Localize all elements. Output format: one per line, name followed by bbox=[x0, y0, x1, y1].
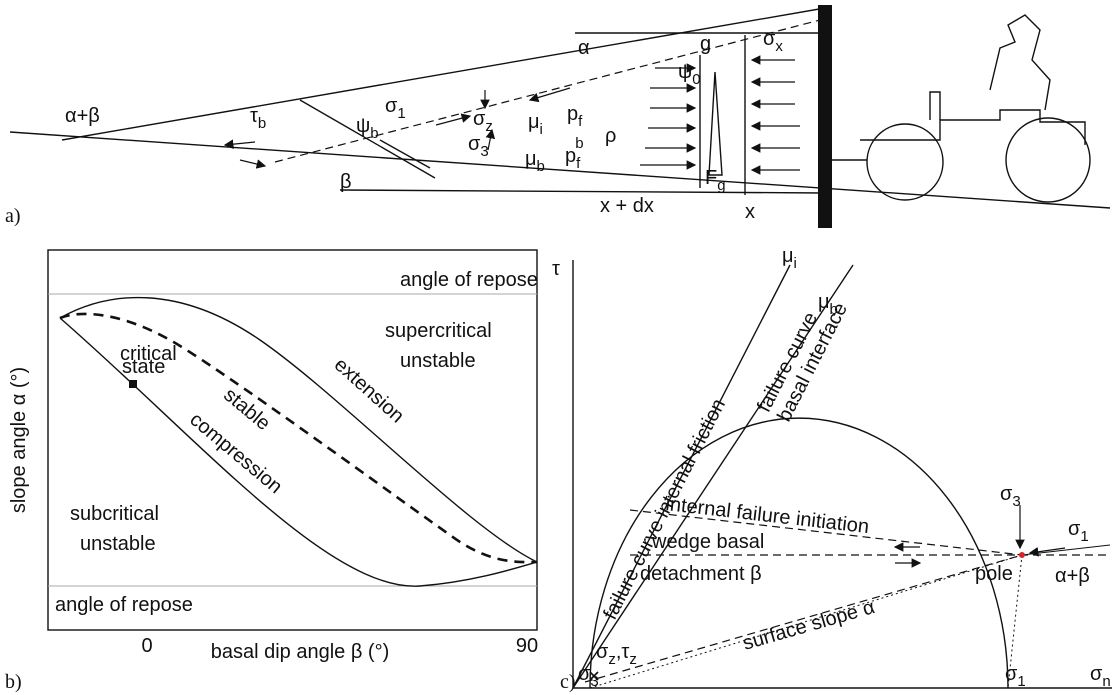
axis-label: τ bbox=[552, 258, 560, 280]
panel-b: b) slope angle α (°) basal dip angle β (… bbox=[5, 250, 538, 693]
base-line bbox=[10, 132, 1110, 208]
property-label: μi bbox=[528, 111, 543, 138]
region-label: angle of repose bbox=[55, 594, 193, 616]
angle-label: α bbox=[578, 37, 590, 59]
stress-label: σx bbox=[763, 28, 783, 55]
angle-label: α+β bbox=[1055, 565, 1090, 587]
plot-frame bbox=[48, 250, 537, 630]
y-axis-label: slope angle α (°) bbox=[8, 367, 30, 513]
property-label: ρ bbox=[605, 125, 616, 147]
point-label: pole bbox=[975, 563, 1013, 585]
stress-label: σ3 bbox=[1000, 483, 1021, 510]
line-label: surface slope α bbox=[740, 596, 877, 655]
stress-label: σz,τz bbox=[596, 641, 637, 668]
backstop bbox=[818, 5, 832, 228]
x-tick-label: 90 bbox=[516, 635, 538, 657]
panel-a: a) α α+β τb ψb β σ1 σz σ3 μi pf μb pfb ρ… bbox=[5, 5, 1110, 228]
point-label: state bbox=[122, 356, 165, 378]
stress-label: σ3 bbox=[468, 133, 489, 160]
angle-label: α+β bbox=[65, 105, 100, 127]
position-label: x bbox=[745, 201, 755, 223]
gravity-label: g bbox=[700, 33, 711, 55]
wedge-top bbox=[62, 8, 825, 140]
panel-label: b) bbox=[5, 671, 22, 693]
figure: a) α α+β τb ψb β σ1 σz σ3 μi pf μb pfb ρ… bbox=[0, 0, 1116, 695]
angle-label: ψ0 bbox=[678, 61, 701, 88]
region-label: unstable bbox=[80, 533, 156, 555]
region-label: compression bbox=[185, 409, 286, 499]
region-label: supercritical bbox=[385, 320, 492, 342]
panel-label: c) bbox=[560, 671, 576, 693]
line-label: detachment β bbox=[640, 563, 762, 585]
weight-wedge bbox=[709, 72, 722, 175]
plane bbox=[300, 100, 435, 178]
property-label: pf bbox=[567, 103, 583, 130]
pole-point bbox=[1019, 552, 1025, 558]
stress-label: σ1 bbox=[1068, 518, 1089, 545]
angle-label: β bbox=[340, 171, 352, 193]
region-label: subcritical bbox=[70, 503, 159, 525]
line-label: μi bbox=[782, 245, 797, 272]
panel-label: a) bbox=[5, 205, 21, 227]
x-axis-label: basal dip angle β (°) bbox=[211, 641, 390, 663]
region-label: angle of repose bbox=[400, 269, 538, 291]
axis-label: σ3 bbox=[578, 663, 599, 690]
position-label: x + dx bbox=[600, 195, 654, 217]
panel-c: c) τ σn σ1 σ3 μi μb failure curve intern… bbox=[552, 245, 1112, 693]
angle-line bbox=[1022, 545, 1110, 555]
region-label: unstable bbox=[400, 350, 476, 372]
plane bbox=[380, 140, 430, 168]
axis-label: σn bbox=[1090, 663, 1111, 690]
stress-label: σz bbox=[473, 108, 493, 135]
property-label: μb bbox=[525, 148, 545, 175]
dashed-line bbox=[275, 20, 820, 162]
x-tick-label: 0 bbox=[141, 635, 152, 657]
tractor bbox=[832, 15, 1090, 202]
critical-point bbox=[129, 380, 137, 388]
stress-label: τb bbox=[250, 105, 266, 132]
line-label: wedge basal bbox=[651, 531, 764, 553]
property-label: pfb bbox=[565, 135, 584, 172]
region-label: extension bbox=[330, 354, 408, 428]
stress-label: σ1 bbox=[385, 95, 406, 122]
force-label: Fg bbox=[705, 167, 726, 194]
horizontal-ref bbox=[340, 190, 825, 193]
